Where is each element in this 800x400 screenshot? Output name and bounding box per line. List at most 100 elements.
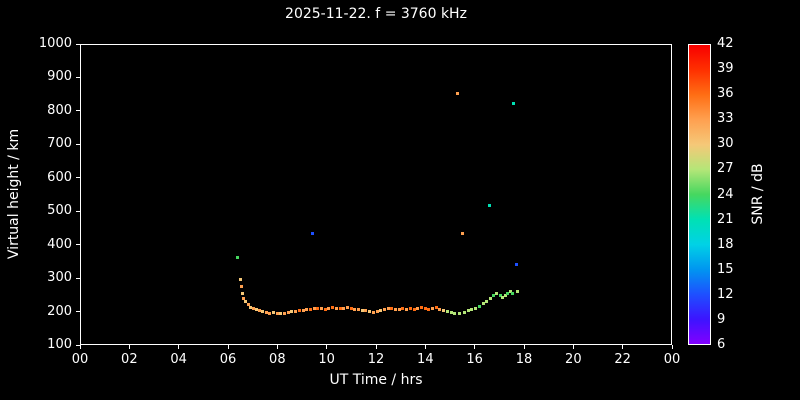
data-point <box>323 307 327 311</box>
data-point <box>345 306 349 310</box>
data-point <box>514 262 518 266</box>
data-point <box>485 300 489 304</box>
data-point <box>379 309 383 313</box>
y-tick-mark <box>76 210 80 212</box>
x-tick-mark <box>671 345 673 349</box>
x-tick-mark <box>474 345 476 349</box>
x-axis-label: UT Time / hrs <box>329 372 423 388</box>
data-point <box>416 307 420 311</box>
data-point <box>412 307 416 311</box>
x-tick-label: 16 <box>466 352 483 367</box>
data-point <box>401 307 405 311</box>
data-point <box>495 292 499 296</box>
data-point <box>438 307 442 311</box>
y-tick-label: 600 <box>47 169 72 185</box>
data-point <box>375 310 379 314</box>
data-point <box>242 296 246 300</box>
y-tick-label: 400 <box>47 236 72 252</box>
x-tick-label: 18 <box>515 352 533 367</box>
data-point <box>279 312 283 316</box>
data-point <box>477 304 481 308</box>
data-point <box>244 300 248 304</box>
data-point <box>264 311 268 315</box>
colorbar-tick-label: 9 <box>717 311 726 327</box>
data-point <box>249 305 253 309</box>
data-point <box>516 289 520 293</box>
colorbar-tick-label: 42 <box>717 36 734 51</box>
scatter-points <box>81 45 671 344</box>
data-point <box>427 307 431 311</box>
colorbar-tick-label: 24 <box>717 186 734 202</box>
colorbar-tick-label: 18 <box>717 236 734 252</box>
x-tick-mark <box>622 345 624 349</box>
colorbar-tick-label: 15 <box>717 261 734 277</box>
colorbar-tick-label: 39 <box>717 61 734 77</box>
data-point <box>419 306 423 310</box>
data-point <box>290 310 294 314</box>
data-point <box>241 291 245 295</box>
data-point <box>283 311 286 315</box>
data-point <box>353 307 357 311</box>
data-point <box>294 309 298 313</box>
x-tick-mark <box>178 345 180 349</box>
data-point <box>455 91 459 95</box>
data-point <box>449 311 453 315</box>
data-point <box>312 307 316 311</box>
data-point <box>397 308 401 312</box>
data-point <box>470 308 474 312</box>
x-tick-mark <box>375 345 377 349</box>
y-tick-mark <box>76 76 80 78</box>
colorbar-tick-label: 6 <box>717 337 726 352</box>
data-point <box>371 311 375 315</box>
data-point <box>487 204 491 208</box>
colorbar-tick-label: 12 <box>717 286 734 302</box>
y-axis-label: Virtual height / km <box>6 128 22 260</box>
x-tick-mark <box>523 345 525 349</box>
data-point <box>458 311 462 315</box>
x-tick-label: 22 <box>614 352 631 367</box>
colorbar-tick-label: 21 <box>717 211 734 227</box>
data-point <box>342 306 346 310</box>
data-point <box>308 307 312 311</box>
data-point <box>239 284 243 288</box>
data-point <box>489 296 493 300</box>
data-point <box>386 306 390 310</box>
colorbar-tick-label: 33 <box>717 111 734 127</box>
data-point <box>338 307 342 311</box>
data-point <box>254 308 258 312</box>
x-tick-label: 08 <box>269 352 286 367</box>
data-point <box>260 310 264 314</box>
x-tick-label: 10 <box>318 352 335 367</box>
y-tick-label: 500 <box>47 203 72 219</box>
data-point <box>268 311 272 315</box>
x-tick-mark <box>572 345 574 349</box>
y-tick-mark <box>76 344 80 346</box>
data-point <box>357 308 360 312</box>
x-tick-label: 06 <box>219 352 237 367</box>
x-tick-label: 00 <box>663 352 681 367</box>
data-point <box>275 312 279 316</box>
data-point <box>236 255 240 259</box>
y-tick-label: 700 <box>47 136 72 152</box>
y-tick-label: 800 <box>47 102 72 118</box>
x-tick-mark <box>128 345 130 349</box>
y-tick-mark <box>76 244 80 246</box>
data-point <box>368 310 372 314</box>
data-point <box>431 307 434 311</box>
data-point <box>394 307 397 311</box>
x-tick-label: 12 <box>367 352 385 367</box>
y-tick-label: 1000 <box>38 36 72 51</box>
data-point <box>511 292 515 296</box>
data-point <box>364 309 368 313</box>
plot-area <box>80 44 672 345</box>
x-tick-label: 20 <box>565 352 582 367</box>
data-point <box>316 306 320 310</box>
data-point <box>512 102 516 106</box>
data-point <box>390 307 394 311</box>
data-point <box>460 232 464 236</box>
data-point <box>442 309 446 313</box>
colorbar-label: SNR / dB <box>750 163 766 225</box>
data-point <box>382 307 386 311</box>
y-tick-label: 100 <box>47 337 72 352</box>
